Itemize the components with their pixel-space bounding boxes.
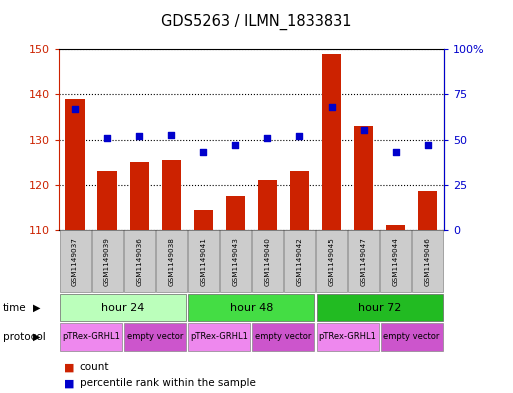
Text: ■: ■ xyxy=(64,378,74,388)
Text: percentile rank within the sample: percentile rank within the sample xyxy=(80,378,255,388)
Text: GSM1149042: GSM1149042 xyxy=(297,237,303,286)
Text: empty vector: empty vector xyxy=(384,332,440,342)
Bar xyxy=(226,196,245,230)
Text: protocol: protocol xyxy=(3,332,45,342)
Text: GSM1149044: GSM1149044 xyxy=(392,237,399,286)
Bar xyxy=(66,99,85,230)
Text: GSM1149038: GSM1149038 xyxy=(168,237,174,286)
Point xyxy=(327,104,336,110)
Text: hour 48: hour 48 xyxy=(230,303,273,312)
Point xyxy=(103,134,111,141)
Text: GDS5263 / ILMN_1833831: GDS5263 / ILMN_1833831 xyxy=(161,14,352,30)
Bar xyxy=(418,191,437,230)
Text: pTRex-GRHL1: pTRex-GRHL1 xyxy=(319,332,377,342)
Text: pTRex-GRHL1: pTRex-GRHL1 xyxy=(62,332,120,342)
Text: GSM1149036: GSM1149036 xyxy=(136,237,142,286)
Bar xyxy=(162,160,181,230)
Text: hour 72: hour 72 xyxy=(358,303,401,312)
Text: time: time xyxy=(3,303,26,312)
Point xyxy=(167,132,175,138)
Text: ▶: ▶ xyxy=(33,303,41,312)
Point xyxy=(71,106,79,112)
Point xyxy=(135,133,143,139)
Bar xyxy=(322,53,341,230)
Bar xyxy=(129,162,149,230)
Bar xyxy=(290,171,309,230)
Bar xyxy=(97,171,116,230)
Text: ■: ■ xyxy=(64,362,74,373)
Text: pTRex-GRHL1: pTRex-GRHL1 xyxy=(190,332,248,342)
Bar xyxy=(258,180,277,230)
Point xyxy=(391,149,400,155)
Point xyxy=(231,142,240,148)
Text: GSM1149040: GSM1149040 xyxy=(264,237,270,286)
Point xyxy=(263,134,271,141)
Text: GSM1149041: GSM1149041 xyxy=(200,237,206,286)
Text: empty vector: empty vector xyxy=(127,332,183,342)
Bar xyxy=(386,225,405,230)
Text: GSM1149043: GSM1149043 xyxy=(232,237,239,286)
Text: GSM1149039: GSM1149039 xyxy=(104,237,110,286)
Point xyxy=(295,133,304,139)
Text: GSM1149047: GSM1149047 xyxy=(361,237,367,286)
Text: GSM1149037: GSM1149037 xyxy=(72,237,78,286)
Bar xyxy=(354,126,373,230)
Text: GSM1149046: GSM1149046 xyxy=(425,237,431,286)
Text: hour 24: hour 24 xyxy=(102,303,145,312)
Text: count: count xyxy=(80,362,109,373)
Point xyxy=(424,142,432,148)
Point xyxy=(360,127,368,134)
Text: ▶: ▶ xyxy=(33,332,41,342)
Bar xyxy=(194,209,213,230)
Point xyxy=(199,149,207,155)
Text: empty vector: empty vector xyxy=(255,332,311,342)
Text: GSM1149045: GSM1149045 xyxy=(328,237,334,286)
